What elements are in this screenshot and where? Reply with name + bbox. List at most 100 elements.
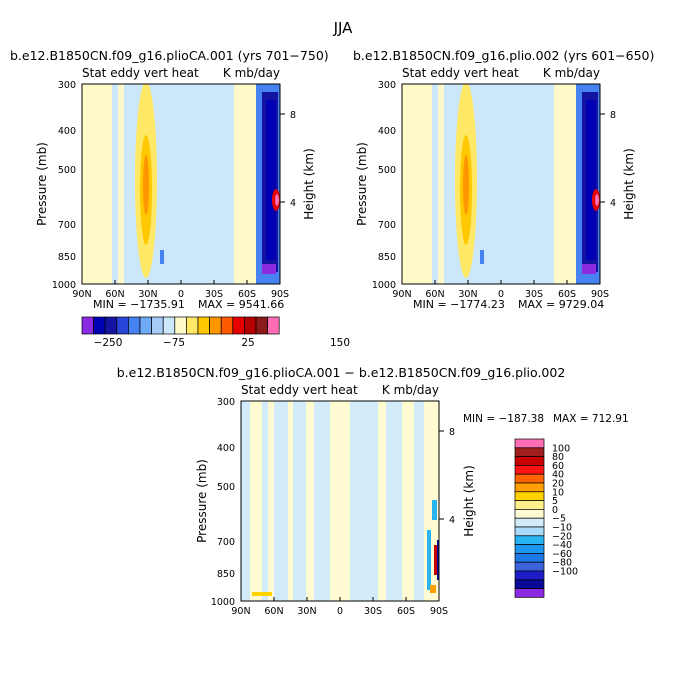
colorbar-swatch: [514, 561, 545, 572]
y-tick-label: 500: [378, 165, 396, 176]
y-tick-label: 1000: [211, 597, 235, 608]
x-tick-label: 30N: [297, 606, 316, 617]
x-tick-label: 60S: [397, 606, 415, 617]
colorbar-label: 80: [552, 452, 564, 463]
panel-2: b.e12.B1850CN.f09_g16.plio.002 (yrs 601−…: [353, 48, 654, 311]
colorbar-swatch: [514, 465, 545, 475]
yellow-band: [250, 401, 262, 601]
colorbar-swatch: [514, 447, 545, 457]
y-tick-label: 300: [217, 397, 235, 408]
colorbar-label: 100: [552, 443, 570, 454]
panel-3-ylabel: Pressure (mb): [195, 459, 209, 543]
colorbar-label: 40: [552, 470, 564, 481]
yellow-band: [118, 84, 124, 284]
colorbar-label: −60: [552, 549, 572, 560]
panel-2-max-label: MAX = 9729.04: [518, 298, 604, 311]
colorbar-swatch: [116, 316, 129, 335]
x-tick-label: 90N: [392, 289, 411, 300]
red-core: [463, 155, 469, 215]
blue-patch: [437, 540, 439, 580]
y-tick-label: 300: [378, 80, 396, 91]
y-tick-label: 500: [58, 165, 76, 176]
colorbar-label: −5: [552, 514, 566, 525]
colorbar-swatch: [514, 544, 545, 554]
yellow-band: [554, 84, 576, 284]
x-tick-label: 60S: [238, 289, 256, 300]
x-tick-label: 30S: [364, 606, 382, 617]
x-tick-label: 60N: [264, 606, 283, 617]
panel-3-subtitle-right: K mb/day: [382, 383, 439, 397]
colorbar-label: −80: [552, 558, 572, 569]
y-tick-label: 400: [217, 443, 235, 454]
colorbar-label: −100: [552, 567, 578, 578]
colorbar-swatch: [514, 500, 545, 510]
panel-2-ylabel: Pressure (mb): [355, 142, 369, 226]
colorbar-label: −40: [552, 540, 572, 551]
panel-1-max-label: MAX = 9541.66: [198, 298, 284, 311]
y-tick-label: 300: [58, 80, 76, 91]
colorbar-swatch: [514, 517, 545, 528]
colorbar-swatch: [514, 473, 545, 484]
blue-band: [266, 100, 276, 260]
x-tick-label: 90S: [271, 289, 289, 300]
y-tick-label: 850: [378, 252, 396, 263]
colorbar-label: −20: [552, 531, 572, 542]
colorbar-swatch: [267, 316, 280, 335]
panel-1-x-ticks: 90N 60N 30N 0 30S 60S 90S: [72, 289, 289, 300]
y-tick-label: 700: [217, 537, 235, 548]
colorbar-label: 25: [241, 337, 254, 349]
panel-1-y-ticks: 300 400 500 700 850 1000: [52, 80, 76, 291]
blue-patch: [160, 250, 164, 264]
colorbar-label: −10: [552, 523, 572, 534]
panel-3-min-label: MIN = −187.38: [463, 413, 544, 425]
colorbar-swatch: [174, 316, 187, 335]
x-tick-label: 90N: [231, 606, 250, 617]
colorbar-swatch: [151, 316, 164, 335]
yellow-band: [402, 401, 414, 601]
panel-3-x-ticks: 90N 60N 30N 0 30S 60S 90S: [231, 606, 448, 617]
panel-1-title: b.e12.B1850CN.f09_g16.plioCA.001 (yrs 70…: [10, 48, 329, 63]
panel-2-subtitle-left: Stat eddy vert heat: [402, 66, 519, 80]
panel-1-subtitle-left: Stat eddy vert heat: [82, 66, 199, 80]
panel-3-y-ticks: 300 400 500 700 850 1000: [211, 397, 235, 608]
pink-spot: [595, 194, 599, 206]
panel-1-ylabel: Pressure (mb): [35, 142, 49, 226]
x-tick-label: 0: [178, 289, 184, 300]
colorbar-swatch: [514, 535, 545, 545]
x-tick-label: 60N: [425, 289, 444, 300]
colorbar-label: 60: [552, 461, 564, 472]
yellow-band: [288, 401, 293, 601]
colorbar-swatch: [514, 438, 545, 449]
colorbar-swatch: [139, 316, 152, 335]
panel-1-subtitle-right: K mb/day: [223, 66, 280, 80]
x-tick-label: 60N: [105, 289, 124, 300]
x-tick-label: 90S: [430, 606, 448, 617]
right-tick-label: 4: [290, 198, 296, 209]
yellow-band: [378, 401, 386, 601]
colorbar-swatch: [209, 316, 222, 335]
red-core: [143, 155, 149, 215]
colorbar-swatch: [81, 316, 94, 335]
y-tick-label: 850: [217, 569, 235, 580]
colorbar-swatch: [93, 316, 106, 335]
page-title: JJA: [333, 19, 354, 37]
colorbar-swatch: [514, 509, 545, 519]
right-tick-label: 8: [449, 427, 455, 438]
red-patch: [434, 545, 437, 575]
colorbar-swatch: [514, 570, 545, 581]
panel-2-subtitle-right: K mb/day: [543, 66, 600, 80]
right-tick-label: 8: [290, 110, 296, 121]
colorbar-swatch: [514, 491, 545, 501]
x-tick-label: 0: [498, 289, 504, 300]
colorbar-swatch: [104, 316, 118, 335]
x-tick-label: 90N: [72, 289, 91, 300]
colorbar-label: 10: [552, 487, 564, 498]
colorbar-swatch: [255, 316, 268, 335]
colorbar-swatch: [514, 526, 545, 537]
y-tick-label: 400: [378, 126, 396, 137]
panel-3-ylabel-right: Height (km): [462, 465, 476, 536]
panel-1-field: [82, 84, 280, 284]
orange-patch: [252, 592, 272, 596]
panel-2-right-ticks: 8 4: [600, 110, 616, 209]
panel-3-title: b.e12.B1850CN.f09_g16.plioCA.001 − b.e12…: [117, 365, 566, 380]
